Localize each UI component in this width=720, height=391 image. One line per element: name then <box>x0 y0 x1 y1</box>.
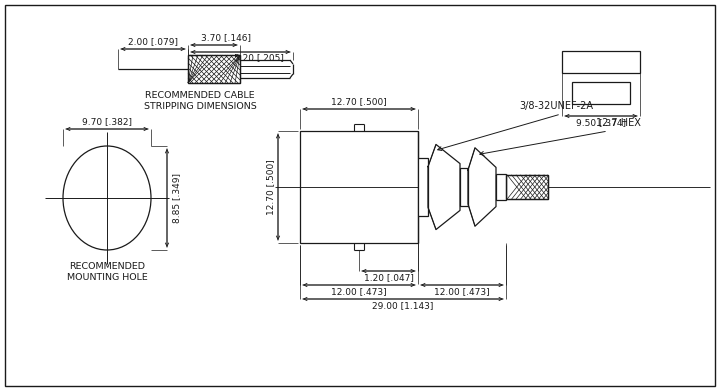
Text: 9.70 [.382]: 9.70 [.382] <box>82 118 132 127</box>
Polygon shape <box>468 148 496 226</box>
Ellipse shape <box>63 146 151 250</box>
Text: 12.70 [.500]: 12.70 [.500] <box>266 159 275 215</box>
Text: 2.00 [.079]: 2.00 [.079] <box>128 38 178 47</box>
Text: 12.7 HEX: 12.7 HEX <box>595 118 640 128</box>
Text: 1.20 [.047]: 1.20 [.047] <box>364 273 413 283</box>
Text: 29.00 [1.143]: 29.00 [1.143] <box>372 301 433 310</box>
Bar <box>300 131 418 243</box>
Polygon shape <box>428 144 460 230</box>
Bar <box>506 175 548 199</box>
Bar <box>188 55 240 83</box>
Text: RECOMMENDED CABLE
STRIPPING DIMENSIONS: RECOMMENDED CABLE STRIPPING DIMENSIONS <box>143 91 256 111</box>
Bar <box>496 174 506 200</box>
Text: 3/8-32UNEF-2A: 3/8-32UNEF-2A <box>519 101 593 111</box>
Bar <box>418 158 428 216</box>
Bar <box>188 55 240 83</box>
Text: 9.50 [.374]: 9.50 [.374] <box>576 118 626 127</box>
Bar <box>506 175 548 199</box>
Text: 12.00 [.473]: 12.00 [.473] <box>434 287 490 296</box>
Text: 8.85 [.349]: 8.85 [.349] <box>172 173 181 223</box>
Bar <box>572 82 630 104</box>
Bar <box>562 51 640 73</box>
Text: 3.70 [.146]: 3.70 [.146] <box>201 34 251 43</box>
Text: RECOMMENDED
MOUNTING HOLE: RECOMMENDED MOUNTING HOLE <box>67 262 148 282</box>
Text: 5.20 [.205]: 5.20 [.205] <box>233 54 284 63</box>
Text: 12.00 [.473]: 12.00 [.473] <box>331 287 387 296</box>
Bar <box>460 168 468 206</box>
Text: 12.70 [.500]: 12.70 [.500] <box>331 97 387 106</box>
